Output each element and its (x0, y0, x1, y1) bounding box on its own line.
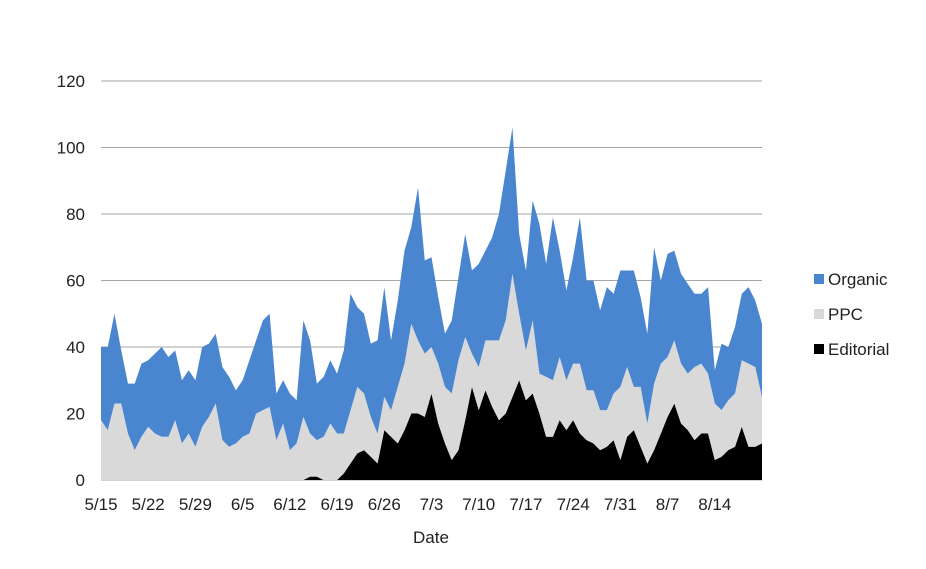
legend-swatch (814, 309, 824, 319)
x-axis-title: Date (413, 528, 449, 547)
x-tick-label: 7/3 (420, 495, 444, 514)
x-tick-label: 7/24 (557, 495, 590, 514)
y-tick-label: 0 (76, 471, 85, 490)
legend-label: Organic (828, 270, 888, 289)
x-tick-label: 5/15 (84, 495, 117, 514)
area-organic (101, 127, 762, 451)
x-tick-label: 8/14 (698, 495, 731, 514)
y-tick-label: 80 (66, 205, 85, 224)
x-tick-label: 5/29 (179, 495, 212, 514)
area-ppc (101, 273, 762, 480)
y-axis-tick-labels: 0 20 40 60 80 100 120 (57, 72, 85, 490)
legend-item-organic: Organic (814, 270, 888, 289)
legend-label: Editorial (828, 340, 889, 359)
x-tick-label: 6/12 (273, 495, 306, 514)
y-tick-label: 120 (57, 72, 85, 91)
y-tick-label: 100 (57, 139, 85, 158)
legend-label: PPC (828, 305, 863, 324)
legend-swatch (814, 344, 824, 354)
area-editorial (101, 380, 762, 480)
x-tick-label: 6/26 (368, 495, 401, 514)
legend-item-ppc: PPC (814, 305, 863, 324)
x-tick-label: 7/17 (509, 495, 542, 514)
x-tick-label: 6/5 (231, 495, 255, 514)
legend-swatch (814, 274, 824, 284)
x-tick-label: 7/10 (462, 495, 495, 514)
x-axis-tick-labels: 5/15 5/22 5/29 6/5 6/12 6/19 6/26 7/3 7/10 7/17 7/… (84, 495, 731, 514)
x-tick-label: 7/31 (604, 495, 637, 514)
x-tick-label: 6/19 (321, 495, 354, 514)
y-tick-label: 60 (66, 272, 85, 291)
y-tick-label: 20 (66, 405, 85, 424)
legend-item-editorial: Editorial (814, 340, 889, 359)
y-tick-label: 40 (66, 338, 85, 357)
x-tick-label: 8/7 (656, 495, 680, 514)
x-tick-label: 5/22 (132, 495, 165, 514)
legend: Organic PPC Editorial (814, 270, 889, 359)
series-areas (101, 127, 762, 480)
